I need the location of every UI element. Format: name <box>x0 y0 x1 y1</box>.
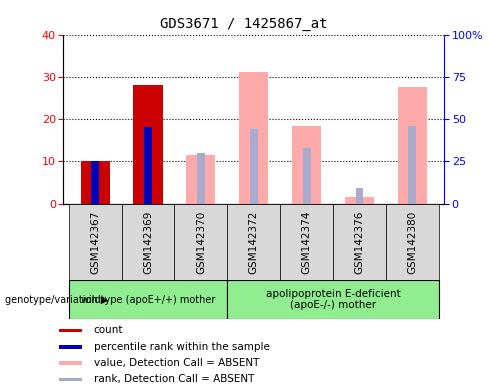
Bar <box>60 329 81 332</box>
Bar <box>60 345 81 349</box>
Bar <box>134 127 163 204</box>
Bar <box>227 280 439 319</box>
Bar <box>408 126 416 204</box>
Text: GSM142372: GSM142372 <box>249 210 259 274</box>
Bar <box>239 72 268 204</box>
Text: GSM142380: GSM142380 <box>407 210 417 273</box>
Bar <box>345 197 374 204</box>
Bar <box>60 361 81 365</box>
Text: GDS3671 / 1425867_at: GDS3671 / 1425867_at <box>160 17 328 31</box>
Bar <box>122 204 175 280</box>
Text: GSM142370: GSM142370 <box>196 210 206 273</box>
Bar <box>69 204 122 280</box>
Bar <box>356 188 364 204</box>
Bar <box>280 204 333 280</box>
Bar <box>81 166 110 204</box>
Bar <box>227 204 280 280</box>
Text: apolipoprotein E-deficient
(apoE-/-) mother: apolipoprotein E-deficient (apoE-/-) mot… <box>265 289 401 310</box>
Bar <box>91 161 99 204</box>
Bar <box>81 161 110 204</box>
Bar <box>398 87 427 204</box>
Bar <box>197 153 205 204</box>
Text: GSM142369: GSM142369 <box>143 210 153 274</box>
Text: percentile rank within the sample: percentile rank within the sample <box>94 342 269 352</box>
Bar <box>292 126 321 204</box>
Bar <box>69 280 227 319</box>
Bar <box>60 377 81 381</box>
Text: count: count <box>94 326 123 336</box>
Text: wildtype (apoE+/+) mother: wildtype (apoE+/+) mother <box>81 295 215 305</box>
Bar <box>186 154 215 204</box>
Text: GSM142374: GSM142374 <box>302 210 312 274</box>
Bar <box>175 204 227 280</box>
Bar <box>250 129 258 204</box>
Bar <box>303 148 310 204</box>
Text: value, Detection Call = ABSENT: value, Detection Call = ABSENT <box>94 358 259 368</box>
Text: GSM142376: GSM142376 <box>354 210 365 274</box>
Bar <box>134 85 163 204</box>
Bar <box>144 127 152 204</box>
Bar <box>333 204 386 280</box>
Text: GSM142367: GSM142367 <box>90 210 100 274</box>
Text: genotype/variation ▶: genotype/variation ▶ <box>5 295 108 305</box>
Text: rank, Detection Call = ABSENT: rank, Detection Call = ABSENT <box>94 374 254 384</box>
Bar <box>386 204 439 280</box>
